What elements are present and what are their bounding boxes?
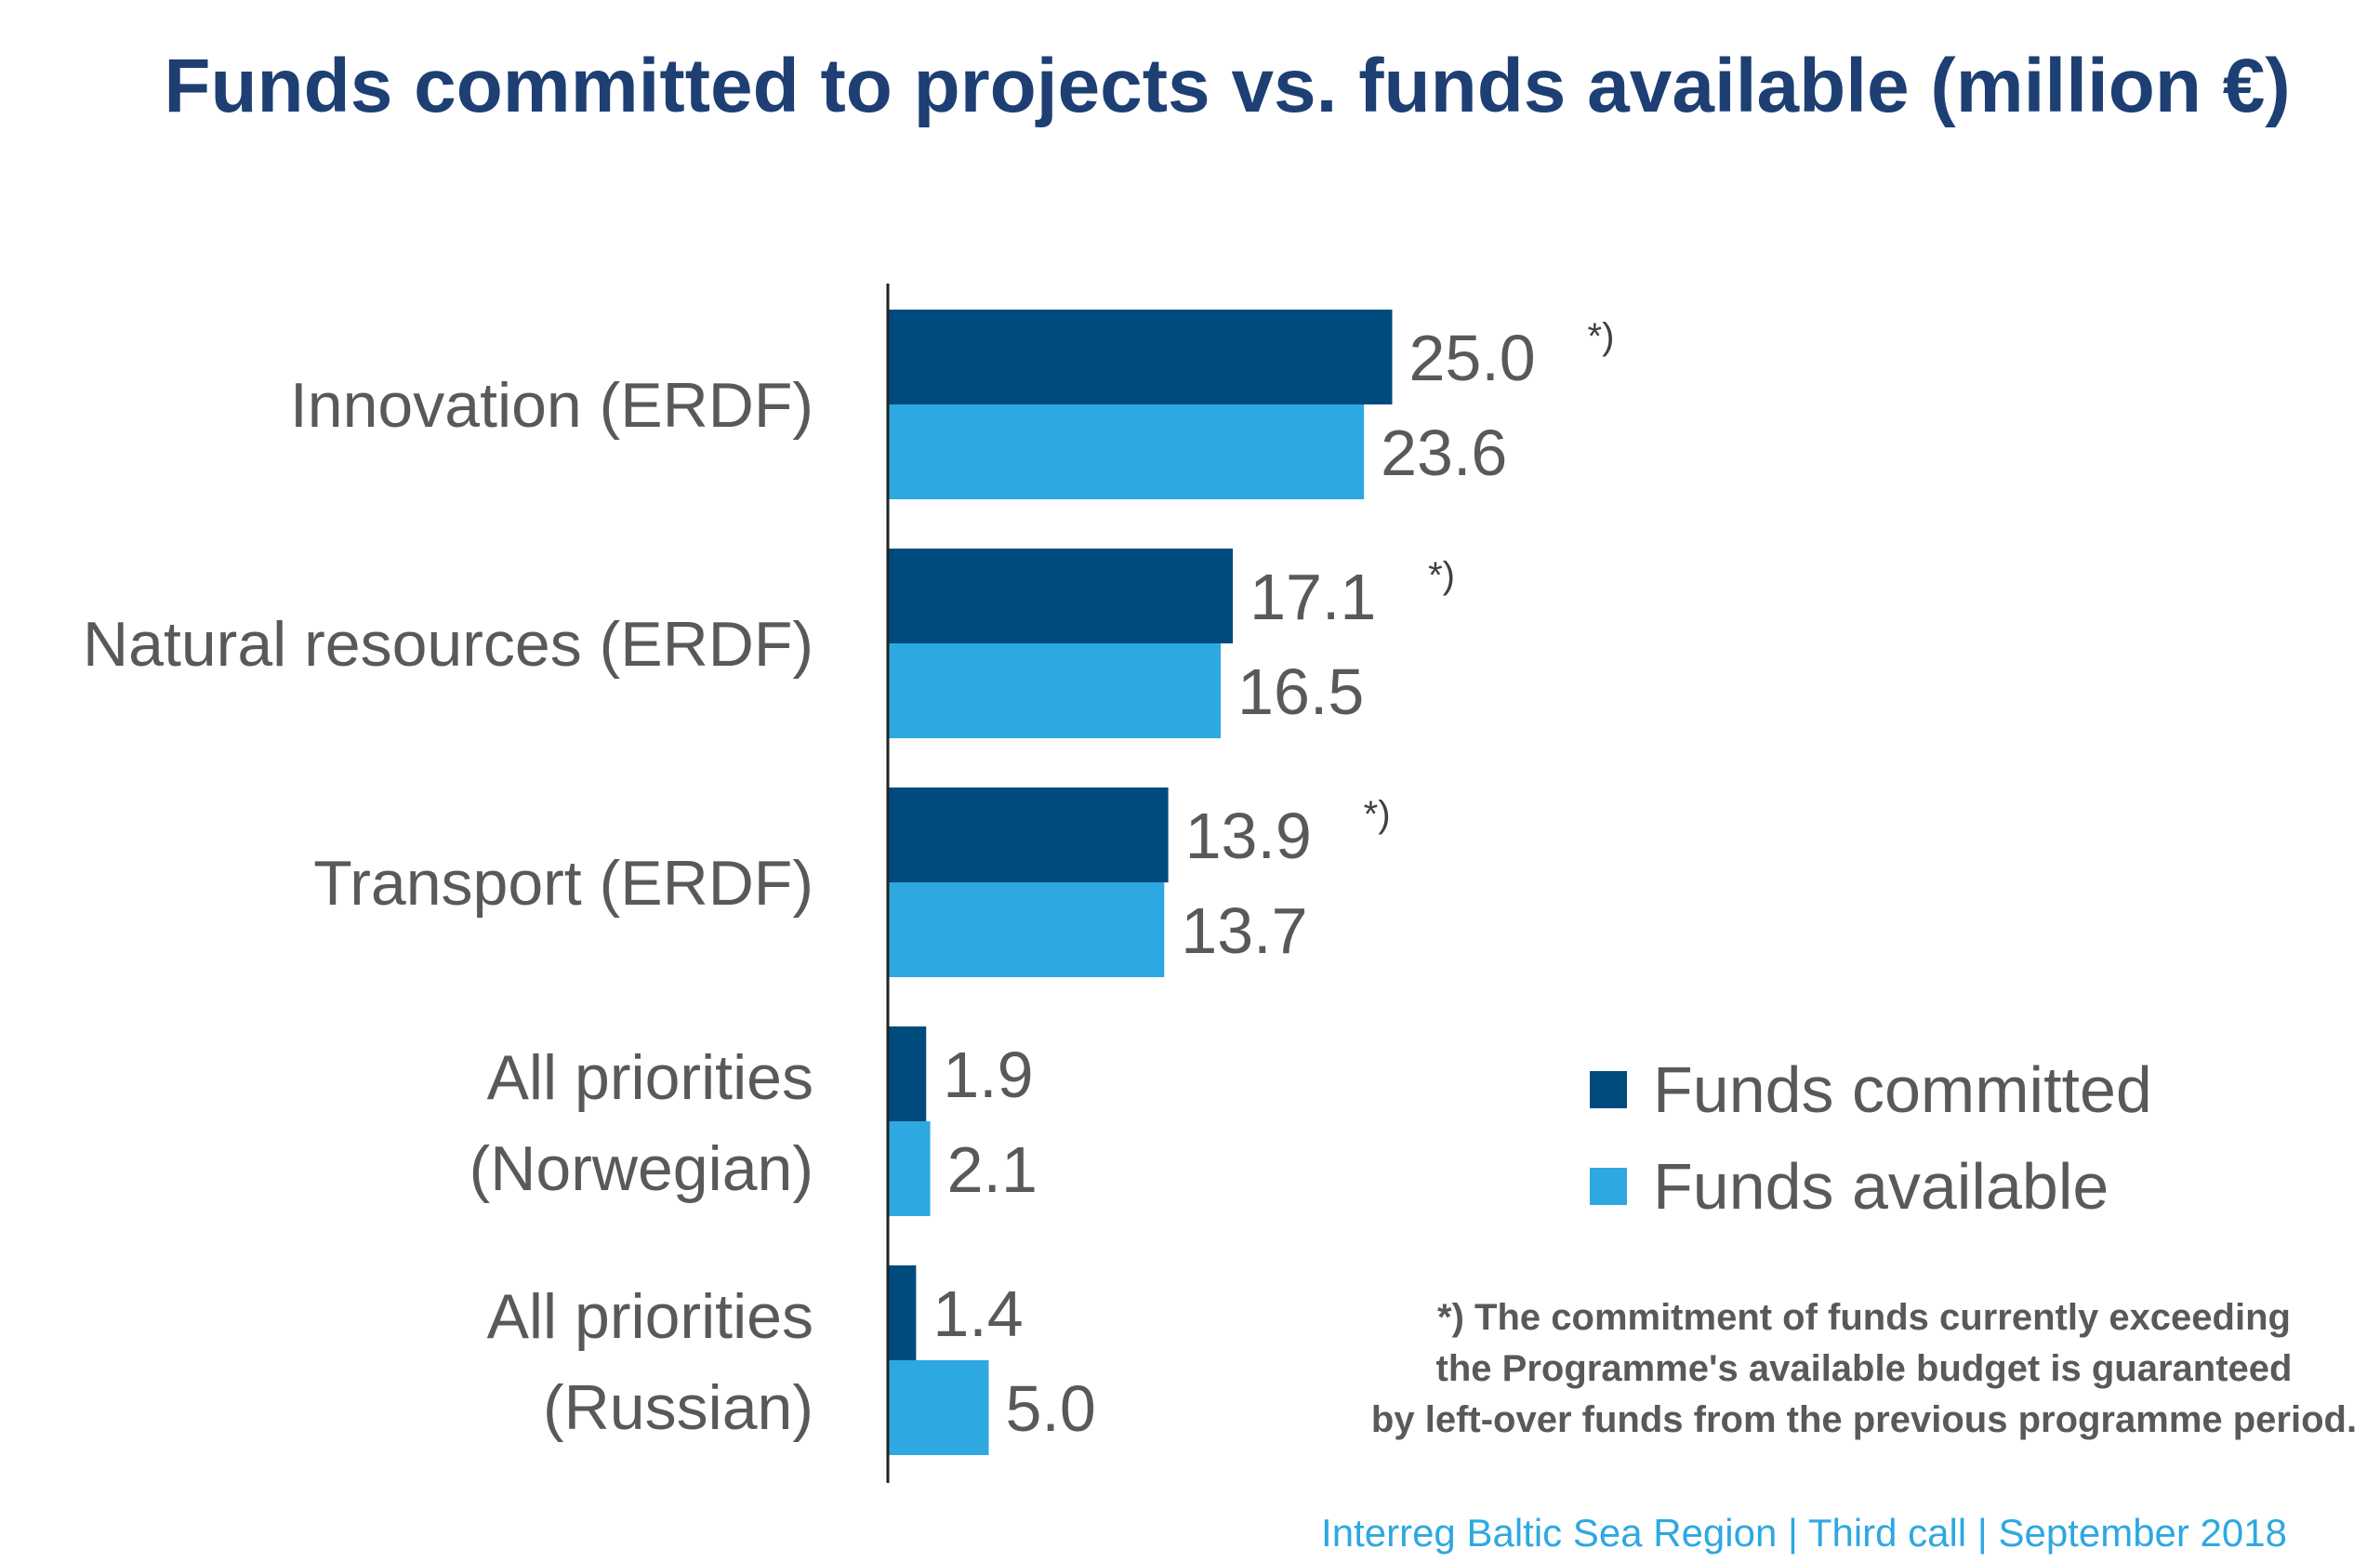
footnote-line: the Programme's available budget is guar… xyxy=(1435,1348,2293,1389)
value-label: 13.7 xyxy=(1181,894,1307,967)
annotation-marker: *) xyxy=(1428,555,1455,596)
value-label: 25.0 xyxy=(1409,322,1536,394)
legend-item-available: Funds available xyxy=(1590,1138,2152,1235)
source-credit: Interreg Baltic Sea Region | Third call … xyxy=(1321,1511,2287,1555)
value-label: 17.1 xyxy=(1250,561,1376,633)
bar-committed xyxy=(888,1026,927,1121)
value-label: 1.9 xyxy=(943,1039,1033,1111)
value-label: 13.9 xyxy=(1185,800,1312,872)
chart-title: Funds committed to projects vs. funds av… xyxy=(164,44,2291,128)
category-label: Transport (ERDF) xyxy=(313,848,813,919)
category-label: Innovation (ERDF) xyxy=(290,370,813,441)
value-label: 5.0 xyxy=(1006,1372,1096,1445)
bar-available xyxy=(888,404,1365,499)
footnote-line: by left-over funds from the previous pro… xyxy=(1370,1399,2358,1440)
footnote: *) The commitment of funds currently exc… xyxy=(1339,1292,2380,1446)
bar-available xyxy=(888,1360,989,1455)
value-label: 16.5 xyxy=(1237,655,1364,728)
legend-label-committed: Funds committed xyxy=(1653,1053,2152,1126)
legend-swatch-committed xyxy=(1590,1071,1627,1108)
bar-available xyxy=(888,1121,931,1216)
bar-committed xyxy=(888,549,1234,643)
value-label: 1.4 xyxy=(932,1277,1023,1350)
legend-swatch-available xyxy=(1590,1168,1627,1205)
category-label: All priorities (Russian) xyxy=(487,1281,813,1443)
bar-available xyxy=(888,643,1222,738)
bar-committed xyxy=(888,788,1169,882)
value-label: 23.6 xyxy=(1381,417,1507,489)
annotation-marker: *) xyxy=(1588,316,1615,357)
annotation-marker: *) xyxy=(1364,794,1391,835)
category-label: Natural resources (ERDF) xyxy=(83,609,813,680)
legend-item-committed: Funds committed xyxy=(1590,1041,2152,1138)
footnote-line: *) The commitment of funds currently exc… xyxy=(1437,1297,2291,1338)
category-label: All priorities (Norwegian) xyxy=(469,1042,813,1204)
bar-available xyxy=(888,882,1165,977)
chart-legend: Funds committed Funds available xyxy=(1590,1041,2152,1235)
legend-label-available: Funds available xyxy=(1653,1150,2109,1223)
value-label: 2.1 xyxy=(947,1133,1038,1206)
bar-committed xyxy=(888,310,1393,404)
bar-committed xyxy=(888,1265,917,1360)
